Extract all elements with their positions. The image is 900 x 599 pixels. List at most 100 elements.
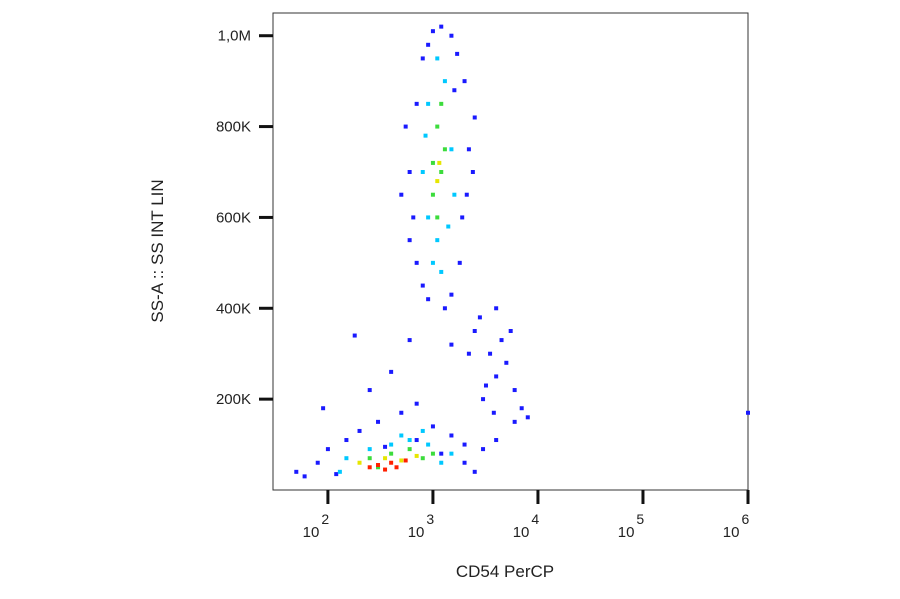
- point: [411, 215, 416, 220]
- point: [462, 460, 467, 465]
- point: [337, 469, 342, 474]
- point: [488, 351, 493, 356]
- point: [420, 56, 425, 61]
- point: [449, 451, 454, 456]
- point: [420, 428, 425, 433]
- y-axis-label: SS-A :: SS INT LIN: [148, 179, 167, 322]
- point: [449, 33, 454, 38]
- point: [449, 147, 454, 152]
- point: [483, 383, 488, 388]
- point: [442, 306, 447, 311]
- point: [430, 192, 435, 197]
- point: [367, 447, 372, 452]
- point: [389, 442, 394, 447]
- point: [452, 192, 457, 197]
- point: [321, 406, 326, 411]
- point: [525, 415, 530, 420]
- point: [414, 260, 419, 265]
- point: [439, 451, 444, 456]
- x-tick-label: 105: [618, 511, 645, 541]
- point: [435, 238, 440, 243]
- point: [466, 147, 471, 152]
- point: [430, 424, 435, 429]
- point: [439, 269, 444, 274]
- point: [435, 124, 440, 129]
- point: [449, 433, 454, 438]
- point: [389, 460, 394, 465]
- point: [442, 147, 447, 152]
- point: [420, 456, 425, 461]
- point: [437, 160, 442, 165]
- point: [302, 474, 307, 479]
- point: [383, 444, 388, 449]
- point: [470, 170, 475, 174]
- point: [439, 170, 444, 174]
- x-tick-base: 10: [303, 524, 320, 541]
- point: [472, 329, 477, 333]
- point: [477, 315, 482, 320]
- point: [508, 329, 513, 333]
- point: [442, 79, 447, 84]
- point: [426, 42, 431, 47]
- point: [407, 438, 412, 443]
- point: [519, 406, 524, 411]
- point: [472, 115, 477, 120]
- point: [414, 453, 419, 458]
- point: [452, 88, 457, 93]
- x-tick-base: 10: [618, 524, 635, 541]
- point: [435, 56, 440, 61]
- point: [407, 170, 412, 174]
- x-tick-power: 5: [636, 511, 644, 527]
- point: [423, 133, 428, 138]
- point: [491, 410, 496, 415]
- point: [407, 338, 412, 343]
- point: [383, 467, 388, 472]
- point: [367, 456, 372, 461]
- point: [481, 447, 486, 452]
- point: [460, 215, 465, 220]
- y-tick-label: 800K: [216, 119, 251, 136]
- point: [344, 456, 349, 461]
- point: [376, 463, 381, 468]
- point: [430, 29, 435, 34]
- x-tick-power: 2: [321, 511, 329, 527]
- y-tick-label: 600K: [216, 209, 251, 226]
- x-tick-power: 3: [426, 511, 434, 527]
- point: [420, 170, 425, 174]
- point: [376, 465, 381, 470]
- x-tick-base: 10: [723, 524, 740, 541]
- point: [414, 401, 419, 406]
- point: [399, 410, 404, 415]
- point: [462, 442, 467, 447]
- point: [403, 458, 408, 463]
- point: [435, 179, 440, 184]
- point: [420, 283, 425, 288]
- point: [430, 160, 435, 165]
- point: [504, 360, 509, 365]
- point: [399, 458, 404, 463]
- point: [294, 469, 299, 474]
- point: [439, 460, 444, 465]
- point: [344, 438, 349, 443]
- point: [414, 438, 419, 443]
- point: [394, 465, 399, 470]
- point: [399, 433, 404, 438]
- y-tick-label: 1,0M: [218, 28, 251, 45]
- point: [464, 192, 469, 197]
- x-tick-label: 104: [513, 511, 540, 541]
- point: [407, 238, 412, 243]
- y-tick-label: 200K: [216, 391, 251, 408]
- point: [325, 447, 330, 452]
- point: [430, 260, 435, 265]
- y-tick-label: 400K: [216, 300, 251, 317]
- point: [462, 79, 467, 84]
- point: [499, 338, 504, 343]
- point: [472, 469, 477, 474]
- x-tick-base: 10: [408, 524, 425, 541]
- point: [512, 419, 517, 424]
- point: [426, 297, 431, 302]
- point: [455, 51, 460, 56]
- point: [376, 419, 381, 424]
- point: [426, 215, 431, 220]
